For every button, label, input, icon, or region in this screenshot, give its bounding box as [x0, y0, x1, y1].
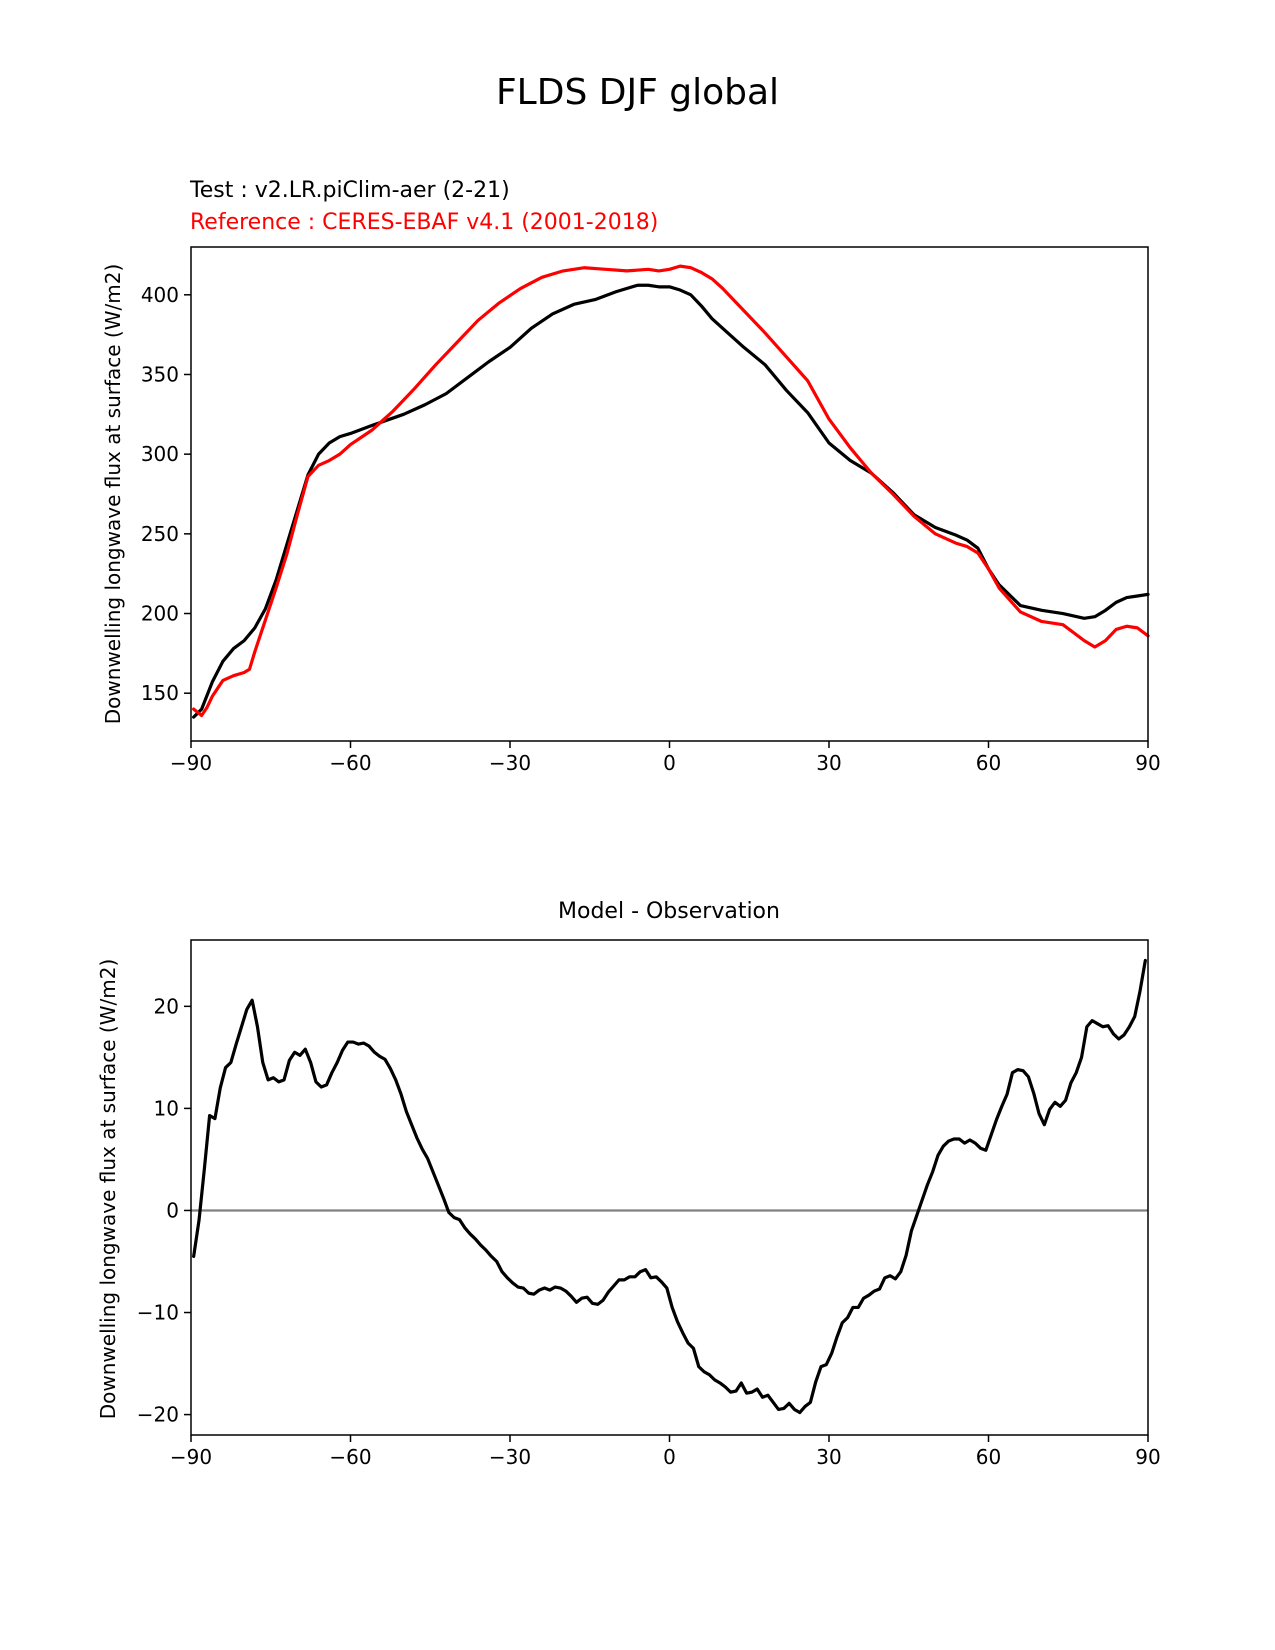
- bottom-chart: Model - Observation Downwelling longwave…: [96, 899, 1161, 1469]
- top-y-axis-label: Downwelling longwave flux at surface (W/…: [101, 264, 125, 725]
- bottom-chart-title: Model - Observation: [558, 899, 780, 924]
- test-series-line: [192, 283, 1150, 719]
- y-tick-label: 20: [154, 994, 179, 1018]
- y-tick-label: −20: [137, 1403, 179, 1427]
- bottom-y-axis-label: Downwelling longwave flux at surface (W/…: [96, 959, 120, 1420]
- x-tick-label: 30: [816, 1445, 841, 1469]
- difference-series-line: [192, 958, 1147, 1415]
- x-tick-label: 60: [976, 751, 1001, 775]
- y-tick-label: 0: [166, 1198, 179, 1222]
- y-tick-label: 200: [141, 602, 179, 626]
- plot-frame: [190, 939, 1149, 1436]
- x-tick-label: 90: [1135, 751, 1160, 775]
- x-tick-label: −90: [170, 751, 212, 775]
- x-tick-label: 0: [663, 1445, 676, 1469]
- test-label: Test : v2.LR.piClim-aer (2-21): [189, 178, 510, 203]
- x-tick-label: −60: [329, 751, 371, 775]
- x-tick-label: −90: [170, 1445, 212, 1469]
- y-tick-label: 350: [141, 362, 179, 386]
- figure-title: FLDS DJF global: [495, 72, 780, 113]
- plot-frame: [190, 246, 1149, 742]
- reference-series-line: [192, 264, 1150, 718]
- x-tick-label: −30: [489, 1445, 531, 1469]
- x-tick-label: 0: [663, 751, 676, 775]
- y-tick-label: 400: [141, 283, 179, 307]
- x-tick-label: −60: [329, 1445, 371, 1469]
- y-tick-label: 300: [141, 442, 179, 466]
- top-chart: Test : v2.LR.piClim-aer (2-21) Reference…: [101, 178, 1161, 775]
- y-tick-label: −10: [137, 1301, 179, 1325]
- x-tick-label: 30: [816, 751, 841, 775]
- y-tick-label: 250: [141, 522, 179, 546]
- y-tick-label: 150: [141, 681, 179, 705]
- y-tick-label: 10: [154, 1096, 179, 1120]
- x-tick-label: −30: [489, 751, 531, 775]
- x-tick-label: 90: [1135, 1445, 1160, 1469]
- reference-label: Reference : CERES-EBAF v4.1 (2001-2018): [190, 210, 658, 235]
- x-tick-label: 60: [976, 1445, 1001, 1469]
